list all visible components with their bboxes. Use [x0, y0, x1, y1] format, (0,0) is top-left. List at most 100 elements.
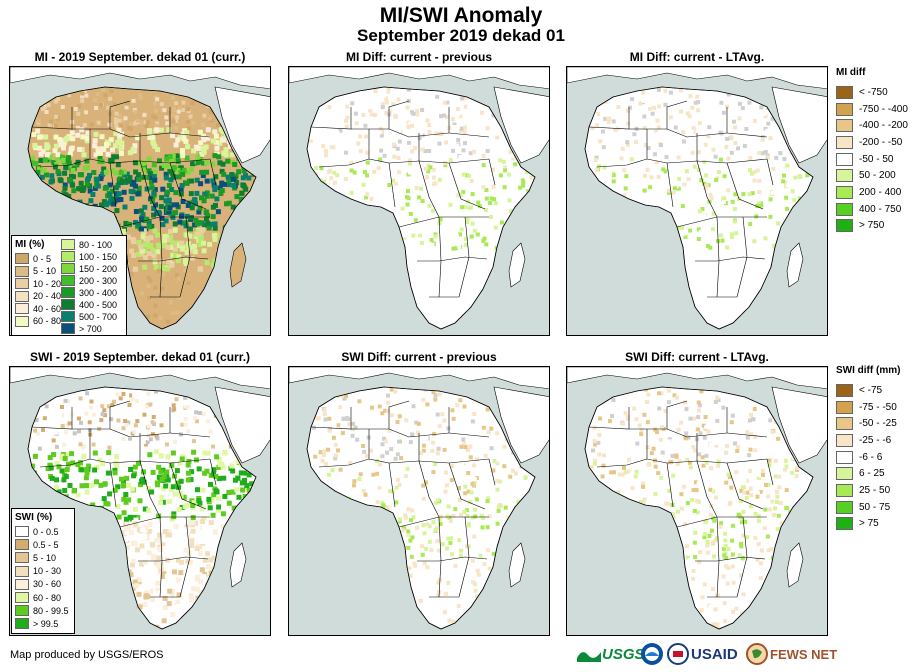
country-border — [388, 462, 396, 508]
legend-label: -200 - -50 — [859, 136, 903, 148]
swi-legend-item: 10 - 30 — [15, 565, 62, 577]
legend-swatch — [15, 618, 29, 630]
swi-diff-legend-item: > 75 — [836, 516, 900, 533]
legend-label: 100 - 150 — [79, 251, 118, 262]
swi-percent-legend: SWI (%) 0 - 0.5 0.5 - 5 5 - 10 10 - 30 30 - … — [11, 508, 75, 634]
legend-label: > 75 — [859, 518, 879, 530]
swi-legend-item: > 99.5 — [15, 618, 58, 630]
legend-swatch — [15, 578, 29, 590]
legend-label: 200 - 300 — [79, 275, 118, 286]
country-border — [169, 432, 211, 438]
country-border — [666, 462, 674, 508]
madagascar — [508, 242, 526, 288]
map-panel-mi-diff-previous[interactable] — [288, 66, 550, 336]
legend-label: -6 - 6 — [859, 451, 883, 463]
africa-coastline — [27, 386, 257, 630]
swi-diff-legend-item: 25 - 50 — [836, 482, 900, 499]
mi-legend-item: 60 - 80 — [15, 315, 61, 327]
legend-label: -25 - -6 — [859, 434, 892, 446]
country-border — [179, 216, 191, 298]
swi-legend-item: 0.5 - 5 — [15, 539, 59, 551]
legend-label: > 750 — [859, 220, 885, 232]
country-border — [676, 216, 767, 228]
legend-label: 5 - 10 — [33, 266, 57, 276]
map-credit: Map produced by USGS/EROS — [10, 649, 164, 661]
panel-title-mi-diff-ltavg: MI Diff: current - LTAvg. — [629, 50, 765, 64]
legend-label: 50 - 75 — [859, 501, 891, 513]
panel-title-mi-diff-previous: MI Diff: current - previous — [345, 50, 492, 64]
legend-swatch — [836, 202, 853, 216]
madagascar — [229, 542, 247, 588]
country-border — [488, 158, 496, 186]
country-border — [388, 428, 450, 438]
mi-legend-item: 20 - 40 — [15, 290, 61, 302]
country-border — [726, 162, 764, 210]
africa-map — [10, 367, 270, 630]
usgs-logo[interactable]: USGS — [576, 642, 645, 666]
country-border — [398, 216, 489, 228]
europe-landmass — [567, 367, 827, 390]
legend-swatch — [836, 500, 853, 514]
mi-percent-legend: MI (%) 0 - 5 5 - 10 10 - 20 20 - 40 40 - 60 6… — [11, 235, 127, 336]
legend-swatch — [15, 539, 29, 551]
country-border — [726, 462, 764, 510]
legend-swatch — [15, 552, 29, 564]
noaa-seal-icon — [641, 643, 663, 665]
country-border — [169, 132, 211, 138]
africa-coastline — [584, 86, 814, 330]
legend-swatch — [836, 102, 853, 116]
legend-swatch — [836, 185, 853, 199]
legend-label: < -75 — [859, 384, 883, 396]
country-border — [666, 128, 728, 138]
noaa-logo[interactable] — [640, 642, 664, 666]
usaid-seal-icon — [667, 643, 689, 665]
country-border — [179, 516, 191, 598]
panel-title-swi-diff-previous: SWI Diff: current - previous — [341, 350, 497, 364]
mi-legend-item: 150 - 200 — [61, 263, 117, 274]
arabia-landmass — [493, 386, 549, 464]
legend-swatch — [836, 219, 853, 233]
africa-map — [289, 67, 549, 330]
legend-swatch — [15, 290, 29, 302]
legend-label: 25 - 50 — [859, 484, 891, 496]
legend-label: -50 - -25 — [859, 418, 897, 430]
map-panel-swi-diff-previous[interactable] — [288, 366, 550, 636]
legend-label: 200 - 400 — [859, 186, 902, 198]
country-border — [488, 458, 496, 486]
country-border — [159, 516, 163, 598]
arabia-landmass — [214, 86, 270, 164]
fews-net-logo-text: FEWS NET — [770, 646, 838, 662]
fews-net-logo[interactable]: FEWS NET — [746, 642, 837, 666]
country-border — [72, 400, 131, 430]
country-border — [417, 556, 488, 562]
mi-diff-legend-item: 200 - 400 — [836, 184, 908, 201]
usgs-logo-text: USGS — [602, 645, 645, 663]
legend-label: 80 - 100 — [79, 239, 113, 250]
swi-diff-legend-item: -75 - -50 — [836, 399, 900, 416]
map-panel-swi-diff-ltavg[interactable] — [566, 366, 828, 636]
legend-swatch — [836, 119, 853, 133]
country-border — [398, 516, 489, 528]
legend-swatch — [15, 278, 29, 289]
legend-swatch — [61, 287, 75, 298]
legend-label: 30 - 60 — [33, 579, 62, 590]
arabia-landmass — [214, 386, 270, 464]
legend-label: < -750 — [859, 86, 888, 98]
map-title: MI/SWI Anomaly — [379, 4, 543, 27]
legend-swatch — [15, 526, 29, 537]
mi-diff-legend-item: 400 - 750 — [836, 201, 908, 218]
legend-swatch — [15, 265, 29, 277]
legend-label: 10 - 30 — [33, 566, 62, 577]
africa-coastline — [306, 86, 536, 330]
swi-diff-legend-item: 50 - 75 — [836, 499, 900, 516]
europe-landmass — [10, 367, 270, 390]
mi-diff-legend-item: -50 - 50 — [836, 151, 908, 168]
country-border — [169, 162, 207, 210]
mi-legend-item: > 700 — [61, 323, 102, 334]
country-border — [736, 216, 748, 298]
legend-swatch — [15, 315, 29, 327]
map-panel-mi-diff-ltavg[interactable] — [566, 66, 828, 336]
country-border — [695, 556, 766, 562]
usaid-logo[interactable]: USAID — [667, 642, 738, 666]
country-border — [696, 160, 718, 218]
